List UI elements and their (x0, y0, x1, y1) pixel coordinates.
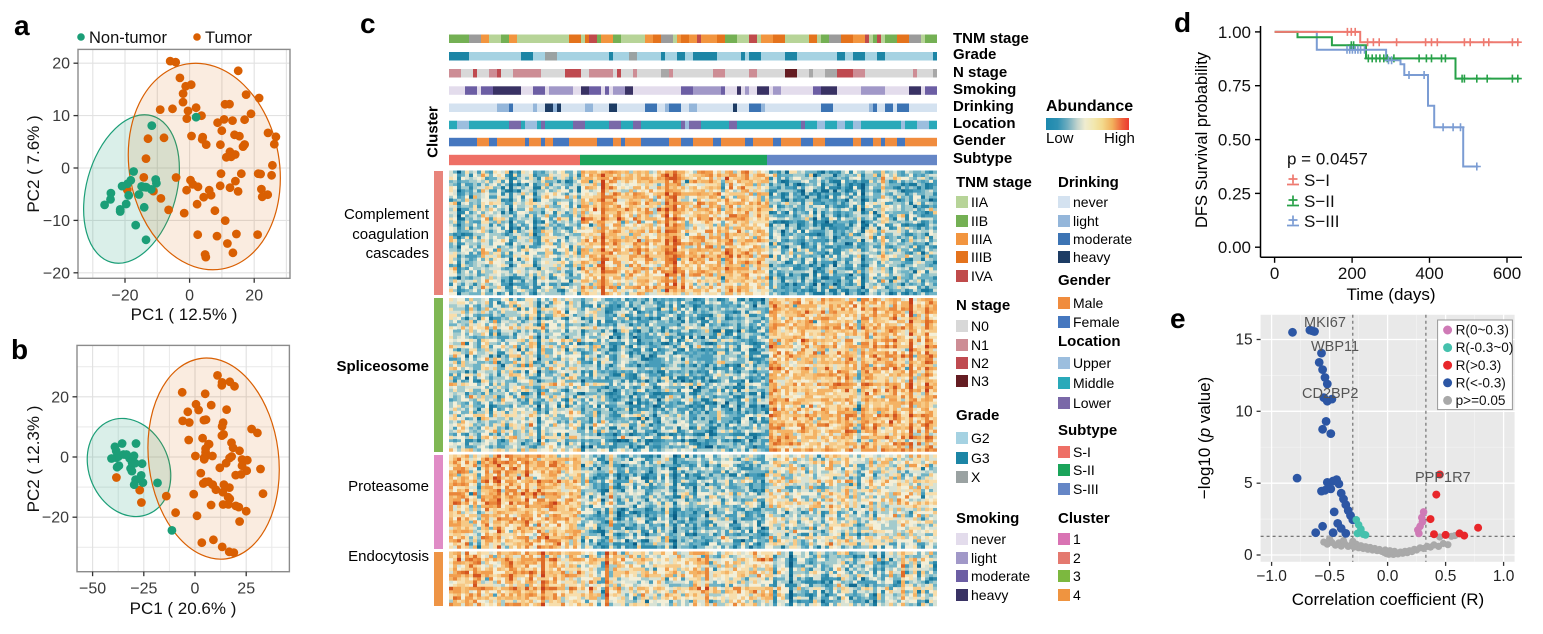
svg-text:0.50: 0.50 (1218, 131, 1251, 150)
svg-text:−20: −20 (42, 510, 69, 527)
svg-text:600: 600 (1493, 264, 1521, 283)
svg-text:0: 0 (61, 161, 70, 178)
svg-text:−20: −20 (111, 287, 138, 304)
svg-text:0: 0 (60, 450, 69, 467)
svg-text:PC1 ( 12.5% ): PC1 ( 12.5% ) (131, 305, 238, 324)
svg-text:S−II: S−II (1304, 192, 1335, 211)
svg-text:Tumor: Tumor (205, 29, 253, 47)
svg-text:0.25: 0.25 (1218, 184, 1251, 203)
svg-text:CD2BP2: CD2BP2 (1302, 386, 1358, 402)
svg-text:R(-0.3~0): R(-0.3~0) (1456, 340, 1514, 355)
svg-text:200: 200 (1338, 264, 1366, 283)
svg-text:0: 0 (1244, 547, 1253, 564)
svg-text:0: 0 (191, 581, 200, 598)
svg-text:p = 0.0457: p = 0.0457 (1287, 150, 1368, 169)
svg-text:WBP11: WBP11 (1311, 339, 1359, 355)
svg-text:Time (days): Time (days) (1346, 285, 1435, 304)
svg-text:−25: −25 (130, 581, 157, 598)
svg-text:20: 20 (52, 56, 70, 73)
svg-text:0.00: 0.00 (1218, 238, 1251, 257)
svg-text:PPP1R7: PPP1R7 (1415, 470, 1471, 486)
svg-text:1.0: 1.0 (1493, 568, 1515, 585)
svg-text:PC1 ( 20.6% ): PC1 ( 20.6% ) (130, 599, 237, 618)
svg-text:0.0: 0.0 (1377, 568, 1399, 585)
svg-text:R(>0.3): R(>0.3) (1456, 358, 1502, 373)
svg-text:15: 15 (1235, 332, 1252, 349)
svg-text:25: 25 (237, 581, 255, 598)
svg-text:−log10 (p value): −log10 (p value) (1195, 377, 1214, 499)
svg-text:S−III: S−III (1304, 212, 1339, 231)
svg-text:−0.5: −0.5 (1314, 568, 1345, 585)
svg-text:PC2 ( 12.3% ): PC2 ( 12.3% ) (24, 406, 43, 513)
svg-text:10: 10 (52, 108, 70, 125)
svg-text:10: 10 (1235, 403, 1253, 420)
svg-text:5: 5 (1244, 475, 1253, 492)
svg-text:20: 20 (245, 287, 263, 304)
svg-text:20: 20 (51, 389, 69, 406)
svg-text:MKI67: MKI67 (1304, 315, 1346, 331)
svg-text:p>=0.05: p>=0.05 (1456, 393, 1506, 408)
svg-text:−50: −50 (79, 581, 106, 598)
svg-text:R(<-0.3): R(<-0.3) (1456, 375, 1506, 390)
svg-text:400: 400 (1415, 264, 1443, 283)
svg-text:S−I: S−I (1304, 171, 1330, 190)
svg-text:0.5: 0.5 (1435, 568, 1457, 585)
svg-text:PC2 ( 7.6% ): PC2 ( 7.6% ) (24, 115, 43, 212)
svg-text:−10: −10 (43, 213, 70, 230)
svg-text:R(0~0.3): R(0~0.3) (1456, 323, 1509, 338)
svg-text:Non-tumor: Non-tumor (89, 29, 167, 47)
svg-text:0.75: 0.75 (1218, 77, 1251, 96)
svg-text:−20: −20 (43, 265, 70, 282)
svg-text:0: 0 (185, 287, 194, 304)
svg-text:1.00: 1.00 (1218, 23, 1251, 42)
svg-text:DFS Survival probability: DFS Survival probability (1193, 51, 1211, 228)
svg-text:Correlation coefficient (R): Correlation coefficient (R) (1292, 590, 1484, 609)
svg-text:0: 0 (1270, 264, 1279, 283)
svg-text:−1.0: −1.0 (1256, 568, 1287, 585)
